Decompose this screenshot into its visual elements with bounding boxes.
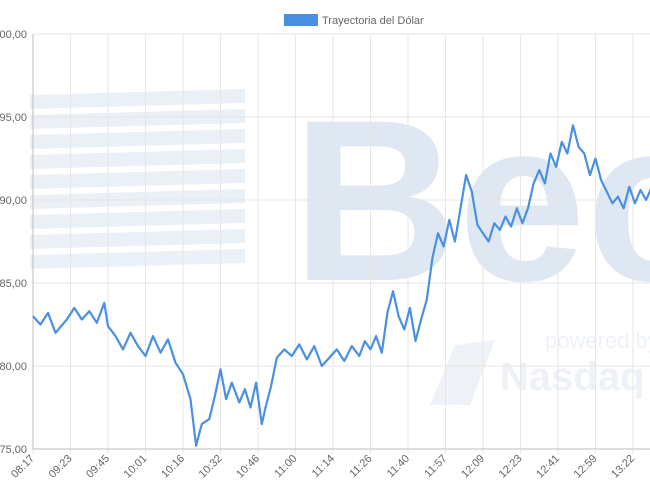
legend-swatch	[284, 14, 318, 26]
y-tick-label: 95,00	[0, 112, 27, 124]
watermark-stripes	[30, 89, 245, 269]
x-tick-label: 11:57	[422, 453, 449, 480]
y-tick-label: 80,00	[0, 361, 27, 373]
x-tick-label: 11:14	[310, 453, 337, 480]
y-tick-label: 75,00	[0, 444, 27, 456]
x-tick-label: 09:45	[84, 453, 112, 481]
x-tick-label: 10:16	[159, 453, 187, 481]
series-line	[32, 124, 650, 447]
x-tick-label: 09:23	[47, 453, 75, 481]
y-tick-label: 85,00	[0, 278, 27, 290]
x-tick-label: 08:17	[9, 453, 37, 481]
x-tick-label: 11:26	[347, 453, 374, 480]
x-tick-label: 10:32	[197, 453, 225, 481]
watermark-subtext-1: powered by	[545, 328, 650, 353]
legend[interactable]: Trayectoria del Dólar	[284, 14, 424, 27]
x-tick-label: 12:41	[534, 453, 562, 481]
watermark-mark	[430, 340, 495, 405]
x-tick-label: 11:40	[385, 453, 412, 480]
x-tick-label: 13:22	[609, 453, 637, 481]
series-layer	[32, 124, 650, 447]
x-tick-label: 11:00	[272, 453, 299, 480]
x-tick-label: 12:23	[497, 453, 525, 481]
legend-label: Trayectoria del Dólar	[322, 15, 424, 27]
y-tick-label: 100,00	[0, 29, 27, 41]
x-tick-label: 10:01	[122, 453, 150, 481]
x-tick-label: 12:09	[459, 453, 487, 481]
x-tick-label: 12:59	[572, 453, 600, 481]
x-tick-label: 10:46	[234, 453, 262, 481]
y-tick-label: 90,00	[0, 195, 27, 207]
watermark-subtext-2: Nasdaq	[500, 355, 645, 399]
